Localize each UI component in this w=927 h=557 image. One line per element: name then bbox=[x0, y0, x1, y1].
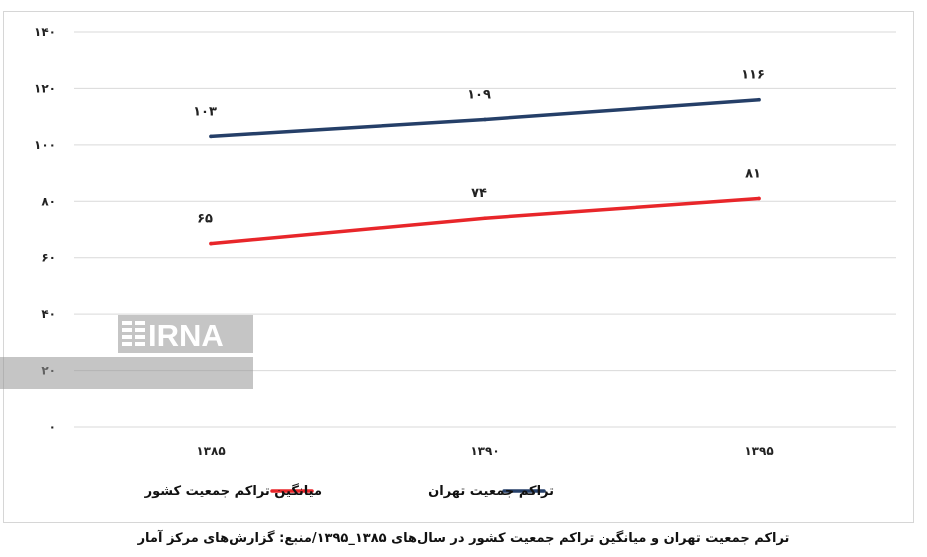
data-label: ۷۴ bbox=[471, 186, 487, 201]
data-label: ۸۱ bbox=[745, 166, 761, 181]
y-tick-label: ۱۲۰ bbox=[34, 81, 56, 95]
chart-frame: ۰۲۰۴۰۶۰۸۰۱۰۰۱۲۰۱۴۰۱۳۸۵۱۳۹۰۱۳۹۵۱۰۳۱۰۹۱۱۶۶… bbox=[3, 11, 914, 523]
data-label: ۱۱۶ bbox=[741, 68, 765, 83]
legend-label-1: میانگین تراکم جمعیت کشور bbox=[144, 483, 322, 499]
x-tick-label: ۱۳۹۵ bbox=[744, 444, 773, 458]
irna-watermark-logo: IRNA bbox=[118, 315, 253, 353]
data-label: ۱۰۹ bbox=[467, 87, 491, 102]
data-point bbox=[209, 134, 213, 139]
x-tick-label: ۱۳۸۵ bbox=[196, 444, 225, 458]
legend-label-0: تراکم جمعیت تهران bbox=[428, 484, 554, 499]
line-chart: ۰۲۰۴۰۶۰۸۰۱۰۰۱۲۰۱۴۰۱۳۸۵۱۳۹۰۱۳۹۵۱۰۳۱۰۹۱۱۶۶… bbox=[34, 25, 896, 499]
y-tick-label: ۱۰۰ bbox=[34, 138, 56, 152]
watermark-text: IRNA bbox=[148, 318, 224, 353]
y-tick-label: ۴۰ bbox=[41, 307, 56, 321]
data-point bbox=[483, 117, 487, 122]
y-tick-label: ۶۰ bbox=[41, 251, 56, 265]
data-label: ۱۰۳ bbox=[193, 104, 217, 119]
series-line-1 bbox=[209, 196, 761, 246]
y-tick-label: ۸۰ bbox=[41, 194, 56, 208]
y-tick-label: ۱۴۰ bbox=[34, 25, 56, 39]
y-tick-label: ۰ bbox=[49, 420, 56, 434]
data-label: ۶۵ bbox=[197, 212, 213, 227]
data-point bbox=[757, 196, 761, 201]
x-tick-label: ۱۳۹۰ bbox=[470, 444, 499, 458]
watermark-band bbox=[0, 357, 253, 389]
chart-caption: تراکم جمعیت تهران و میانگین تراکم جمعیت … bbox=[137, 531, 790, 546]
data-point bbox=[483, 216, 487, 221]
data-point bbox=[757, 97, 761, 102]
data-point bbox=[209, 241, 213, 246]
